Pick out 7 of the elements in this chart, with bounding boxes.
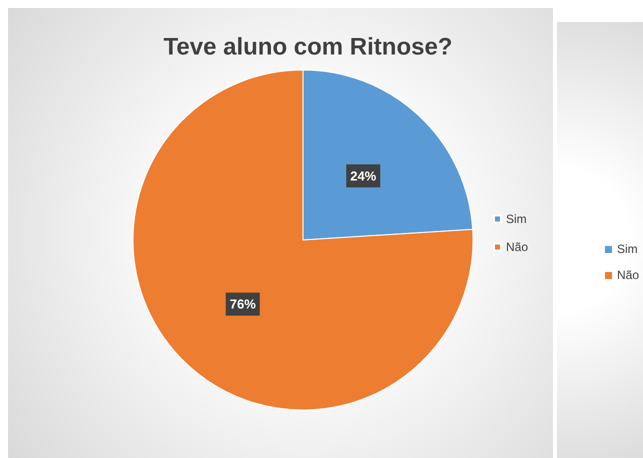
text: Sim [617,242,638,256]
chart-title: Teve aluno com Ritnose? [164,34,452,60]
legend-label: Não [506,240,528,254]
data-label: 76% [230,296,256,312]
data-label: 24% [350,168,377,184]
text: Não [617,268,640,282]
legend-label: Sim [506,212,527,226]
